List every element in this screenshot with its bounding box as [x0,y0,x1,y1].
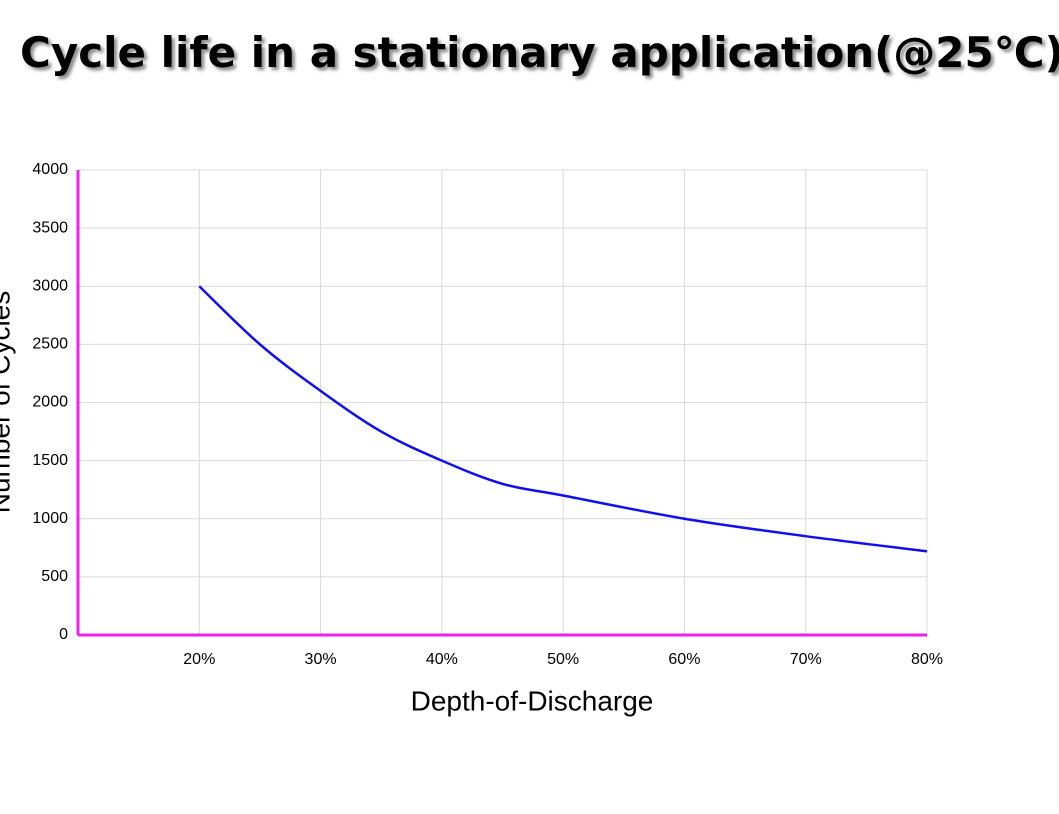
x-tick-label: 60% [668,651,700,668]
y-tick-label: 2500 [32,336,68,353]
y-tick-label: 3000 [32,277,68,294]
chart-title: Cycle life in a stationary application(@… [20,28,1059,77]
y-tick-label: 2000 [32,394,68,411]
x-tick-label: 40% [426,651,458,668]
x-tick-label: 70% [790,651,822,668]
x-tick-label: 30% [305,651,337,668]
x-axis-label: Depth-of-Discharge [411,685,654,716]
data-line [198,285,928,553]
y-tick-label: 500 [41,568,68,585]
y-tick-label: 3500 [32,219,68,236]
x-tick-label: 80% [911,651,943,668]
y-tick-label: 1500 [32,452,68,469]
y-tick-label: 0 [59,626,68,643]
y-tick-label: 1000 [32,510,68,527]
x-tick-label: 20% [183,651,215,668]
y-tick-label: 4000 [32,161,68,178]
y-axis-label: Number of Cycles [0,291,15,514]
x-tick-label: 50% [547,651,579,668]
